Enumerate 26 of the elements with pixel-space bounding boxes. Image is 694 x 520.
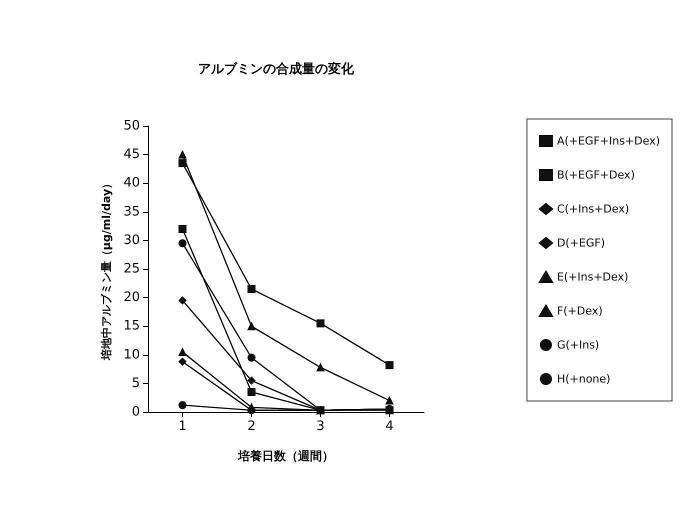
x-tick-label: 1 — [178, 419, 187, 434]
legend-label: B(+EGF+Dex) — [556, 168, 635, 182]
y-tick-label: 30 — [123, 232, 140, 248]
legend-label: F(+Dex) — [556, 304, 603, 318]
y-tick-label: 35 — [123, 204, 140, 220]
x-tick-label: 2 — [247, 419, 256, 434]
y-tick-label: 5 — [132, 376, 140, 391]
y-tick-label: 0 — [132, 404, 140, 420]
legend-label: E(+Ins+Dex) — [556, 270, 628, 284]
legend-label: C(+Ins+Dex) — [556, 202, 630, 216]
y-tick-label: 45 — [123, 147, 140, 162]
x-axis-title: 培養日数（週間） — [237, 449, 334, 463]
x-tick-label: 3 — [316, 419, 325, 434]
legend-label: G(+Ins) — [556, 338, 600, 352]
legend-label: A(+EGF+Ins+Dex) — [556, 134, 660, 148]
legend-label: H(+none) — [556, 372, 610, 386]
chart-title: アルブミンの合成量の変化 — [198, 61, 355, 77]
legend-label: D(+EGF) — [556, 236, 606, 250]
y-tick-label: 15 — [123, 318, 140, 334]
y-tick-label: 20 — [123, 290, 140, 306]
y-tick-label: 50 — [123, 118, 140, 134]
y-tick-label: 10 — [123, 347, 140, 362]
y-tick-label: 25 — [123, 262, 140, 276]
x-tick-label: 4 — [385, 419, 394, 434]
y-axis-title: 培地中アルブミン量（μg/ml/day） — [100, 178, 113, 362]
y-tick-label: 40 — [123, 176, 140, 191]
